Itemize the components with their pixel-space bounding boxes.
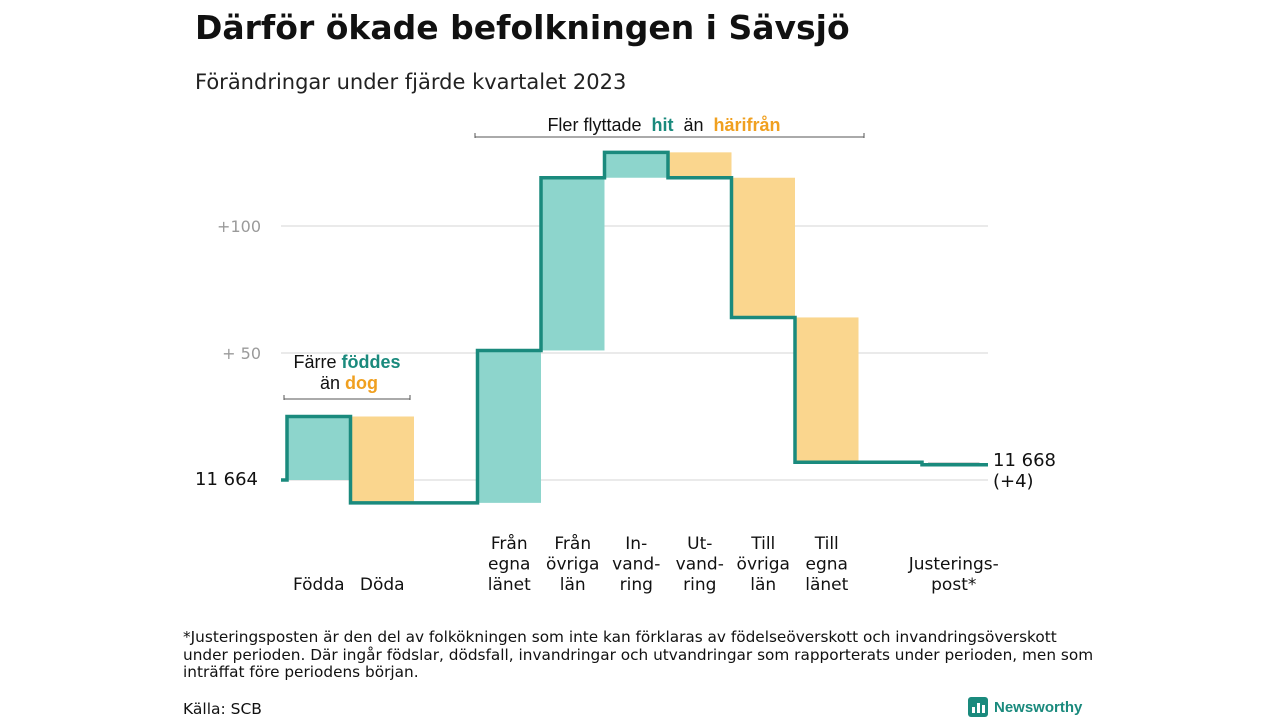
annotation-text: Fler flyttade (547, 115, 651, 135)
waterfall-bar (477, 350, 541, 503)
end-change-label: (+4) (993, 471, 1034, 492)
category-label: vand- (612, 555, 660, 575)
brand-name: Newsworthy (994, 698, 1083, 716)
y-tick-label: + 50 (222, 344, 261, 363)
waterfall-bar (731, 177, 795, 318)
category-label: övriga (546, 555, 599, 575)
waterfall-bar (795, 317, 859, 463)
category-label: länet (488, 575, 531, 595)
annotation-text: än (320, 373, 345, 393)
start-value-label: 11 664 (195, 469, 258, 490)
category-label: egna (806, 555, 848, 575)
category-label: länet (805, 575, 848, 595)
category-label: Födda (293, 575, 345, 595)
waterfall-bar (668, 152, 732, 178)
annotation-highlight: dog (345, 373, 378, 393)
chart-subtitle: Förändringar under fjärde kvartalet 2023 (195, 70, 627, 94)
category-label: In- (625, 534, 647, 554)
category-label: vand- (676, 555, 724, 575)
source-label: Källa: SCB (183, 700, 262, 718)
category-label: Från (554, 533, 591, 554)
cumulative-line (281, 150, 988, 505)
category-label: län (560, 575, 586, 595)
category-label: Till (814, 534, 839, 554)
waterfall-bar (287, 416, 351, 480)
waterfall-bar (604, 152, 668, 178)
category-label: län (750, 575, 776, 595)
annotation-highlight: hit (651, 115, 673, 135)
annotation-highlight: härifrån (714, 115, 781, 135)
end-value-label: 11 668 (993, 450, 1056, 471)
category-label: Justerings- (908, 555, 999, 575)
brand-logo: Newsworthy (968, 697, 1082, 717)
category-label: Döda (360, 575, 405, 595)
category-label: Ut- (687, 534, 712, 554)
category-label: ring (683, 575, 716, 595)
category-label: Från (491, 533, 528, 554)
annotation-highlight: föddes (342, 352, 401, 372)
category-label: ring (620, 575, 653, 595)
annotation-migration: Fler flyttade hit än härifrån (547, 115, 780, 135)
footnote: *Justeringsposten är den del av folkökni… (183, 628, 1094, 681)
annotation-text: Färre (293, 352, 341, 372)
category-label: post* (931, 575, 976, 595)
category-label: Till (750, 534, 775, 554)
annotation-births-line1: Färre föddes (293, 352, 400, 372)
category-label: egna (488, 555, 530, 575)
waterfall-bar (350, 416, 414, 503)
annotation-text: än (673, 115, 713, 135)
annotation-births-line2: än dog (320, 373, 378, 393)
waterfall-bar (541, 177, 605, 351)
newsworthy-icon (968, 697, 988, 717)
y-tick-label: +100 (217, 217, 261, 236)
category-label: övriga (737, 555, 790, 575)
chart-title: Därför ökade befolkningen i Sävsjö (195, 8, 850, 47)
